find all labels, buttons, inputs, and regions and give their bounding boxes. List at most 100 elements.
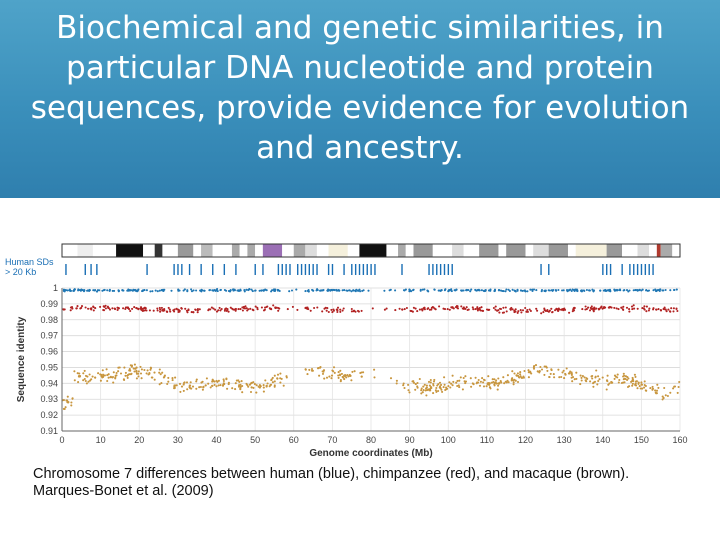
macaque-point: [585, 377, 588, 380]
chimpanzee-point: [196, 311, 199, 314]
macaque-point: [458, 379, 461, 382]
macaque-point: [77, 381, 80, 384]
macaque-point: [635, 380, 638, 383]
macaque-point: [359, 371, 362, 375]
macaque-point: [420, 392, 423, 395]
chimpanzee-point: [568, 311, 571, 314]
chimpanzee-point: [336, 309, 339, 312]
human-point: [254, 289, 257, 292]
human-point: [359, 290, 362, 293]
human-point: [627, 290, 630, 293]
human-point: [450, 290, 453, 293]
macaque-point: [167, 380, 170, 383]
caption-line-1: Chromosome 7 differences between human (…: [33, 466, 630, 482]
macaque-point: [622, 372, 625, 375]
macaque-point: [270, 379, 273, 382]
chimpanzee-point: [232, 308, 235, 311]
chimpanzee-point: [360, 309, 363, 312]
macaque-point: [323, 377, 326, 380]
macaque-point: [618, 378, 621, 382]
human-point: [154, 289, 157, 292]
human-point: [535, 289, 538, 292]
macaque-point: [595, 369, 598, 372]
macaque-point: [639, 387, 642, 390]
chimpanzee-point: [117, 307, 120, 310]
sd-tick: [297, 264, 299, 275]
human-point: [557, 288, 560, 292]
macaque-point: [273, 374, 276, 377]
macaque-point: [597, 375, 600, 378]
chimpanzee-point: [446, 308, 449, 311]
human-point: [641, 288, 644, 291]
macaque-point: [227, 383, 230, 386]
macaque-point: [330, 374, 334, 377]
chimpanzee-point: [291, 305, 294, 308]
macaque-point: [516, 380, 520, 384]
human-point: [96, 289, 99, 292]
chimpanzee-point: [99, 305, 102, 308]
chimpanzee-point: [411, 310, 414, 313]
macaque-point: [464, 382, 467, 385]
macaque-point: [171, 377, 174, 380]
macaque-point: [451, 374, 454, 377]
chimpanzee-point: [256, 306, 259, 309]
macaque-point: [148, 371, 151, 375]
macaque-point: [239, 388, 242, 391]
chimpanzee-point: [620, 306, 623, 309]
macaque-point: [438, 385, 442, 388]
macaque-point: [591, 377, 594, 380]
sd-tick: [652, 264, 654, 275]
sequence-identity-chart: Human SDs > 20 Kb 0.91 0.92 0.93 0.94 0.95 0.…: [5, 243, 688, 459]
macaque-point: [543, 373, 546, 376]
chimpanzee-point: [159, 310, 162, 313]
chimpanzee-point: [412, 306, 415, 309]
macaque-point: [429, 381, 432, 384]
macaque-point: [195, 387, 198, 390]
macaque-point: [102, 373, 105, 376]
macaque-point: [552, 373, 555, 376]
human-point: [151, 290, 154, 293]
macaque-point: [512, 381, 515, 384]
chimpanzee-point: [529, 309, 532, 313]
macaque-point: [512, 379, 515, 382]
macaque-point: [442, 386, 445, 389]
macaque-point: [631, 382, 634, 385]
macaque-point: [414, 383, 417, 386]
chimpanzee-point: [243, 307, 247, 310]
macaque-point: [189, 381, 192, 384]
y-tick-label: 0.99: [40, 299, 58, 309]
chimpanzee-point: [167, 306, 170, 309]
chimpanzee-point: [76, 305, 79, 308]
chimpanzee-point: [268, 307, 271, 310]
sd-tick: [146, 264, 148, 275]
ideogram-band: [637, 244, 650, 257]
macaque-point: [570, 376, 573, 379]
macaque-point: [430, 386, 433, 390]
macaque-point: [596, 383, 599, 386]
macaque-point: [549, 372, 552, 375]
macaque-point: [134, 367, 137, 370]
chimpanzee-point: [525, 310, 528, 313]
macaque-point: [478, 384, 482, 387]
chimpanzee-point: [227, 310, 230, 313]
human-point: [427, 290, 430, 293]
human-point: [669, 289, 672, 292]
sd-tick: [428, 264, 430, 275]
macaque-point: [669, 391, 672, 394]
macaque-point: [215, 379, 218, 382]
chimpanzee-point: [207, 309, 210, 312]
macaque-point: [482, 381, 485, 384]
chimpanzee-point: [249, 307, 252, 310]
chimpanzee-point: [214, 308, 217, 311]
chimpanzee-point: [476, 307, 479, 310]
ideogram-band: [239, 244, 248, 257]
macaque-point: [540, 368, 544, 371]
chimpanzee-point: [127, 306, 130, 309]
chimpanzee-point: [554, 309, 557, 312]
macaque-point: [519, 375, 522, 378]
macaque-point: [201, 388, 204, 391]
macaque-point: [215, 385, 218, 388]
sd-tick: [262, 264, 264, 275]
human-point: [263, 288, 267, 291]
macaque-point: [457, 384, 460, 387]
